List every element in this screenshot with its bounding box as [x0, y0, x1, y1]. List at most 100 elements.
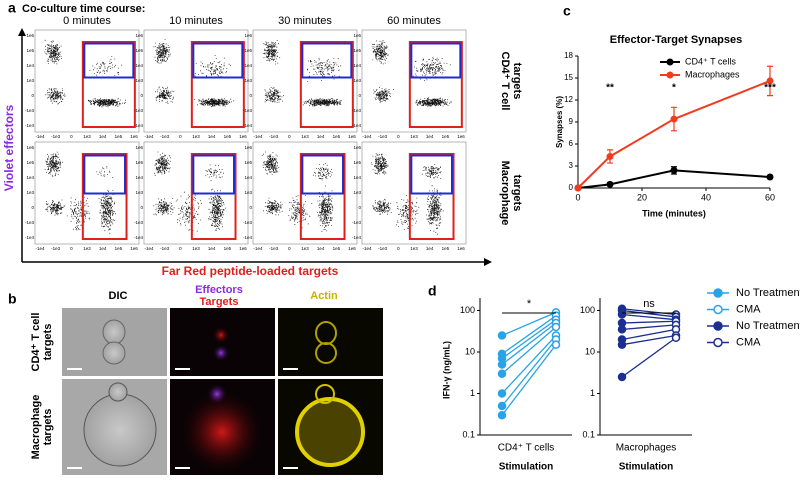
micrograph-row	[62, 379, 383, 475]
x-tick-label: 60	[765, 192, 775, 202]
y-tick-label: -1e3	[134, 108, 144, 113]
row-label: Macrophage	[30, 395, 42, 460]
x-tick-label: 1e4	[208, 134, 216, 139]
y-tick-label: -1e3	[243, 220, 253, 225]
x-tick-label: 1e5	[333, 134, 341, 139]
x-tick-label: -1e3	[51, 246, 61, 251]
x-tick-label: -1e4	[144, 246, 154, 251]
x-tick-label: 1e6	[348, 246, 356, 251]
gate-targets	[408, 41, 463, 128]
legend-marker	[666, 71, 674, 79]
data-point	[766, 77, 774, 85]
plot-frame	[143, 29, 249, 133]
x-tick-label: -1e3	[160, 134, 170, 139]
y-tick-label: -1e3	[352, 220, 362, 225]
x-tick-label: 1e3	[410, 246, 418, 251]
x-tick-label: 0	[179, 246, 182, 251]
column-header: 0 minutes	[63, 15, 111, 27]
y-tick-label: -1e3	[25, 108, 35, 113]
data-point	[497, 401, 507, 411]
gate-synapses	[83, 42, 135, 79]
x-tick-label: -1e3	[269, 134, 279, 139]
chart-title: Effector-Target Synapses	[610, 34, 742, 46]
row-label: CD4⁺ T cell	[499, 52, 511, 111]
y-tick-label: 1e5	[135, 48, 143, 53]
y-tick-label: 9	[569, 117, 574, 126]
series-line	[577, 80, 771, 189]
data-point	[497, 360, 507, 369]
y-tick-label: 1e4	[135, 63, 143, 68]
x-tick-label: -1e3	[51, 134, 61, 139]
data-point	[671, 333, 681, 343]
x-tick-label: 1e3	[301, 134, 309, 139]
y-tick-label: 10	[585, 346, 595, 356]
y-tick-label: 1e5	[135, 160, 143, 165]
scale-bars	[67, 368, 298, 469]
data-point	[497, 389, 507, 398]
row-label: targets	[511, 63, 523, 100]
x-tick-label: 0	[397, 134, 400, 139]
data-point	[670, 166, 678, 174]
cytometry-dots	[44, 151, 116, 234]
y-tick-label: 0	[569, 183, 574, 192]
y-tick-label: 1e6	[135, 33, 143, 38]
gate-targets	[81, 41, 136, 128]
y-tick-label: 1e4	[244, 63, 252, 68]
y-tick-label: 0.1	[582, 429, 595, 439]
x-tick-label: 0	[179, 134, 182, 139]
x-tick-label: 1e3	[83, 134, 91, 139]
pair-line	[501, 315, 557, 355]
data-point	[617, 340, 627, 349]
legend-label: CD4⁺ T cells	[685, 56, 736, 66]
data-point	[551, 340, 561, 349]
gate-synapses	[192, 154, 236, 195]
x-tick-label: -1e4	[362, 246, 372, 251]
data-point	[617, 372, 627, 382]
y-tick-label: 0	[249, 205, 252, 210]
significance: **	[606, 83, 614, 94]
x-tick-label: 1e4	[99, 134, 107, 139]
x-tick-label: -1e4	[144, 134, 154, 139]
x-tick-label: 1e5	[442, 246, 450, 251]
gate-targets	[299, 153, 346, 240]
pair-line	[501, 339, 557, 407]
y-tick-label: 1e6	[353, 33, 361, 38]
gate-synapses	[410, 42, 462, 79]
data-point	[606, 152, 614, 160]
cytometry-dots	[261, 151, 334, 232]
gate-targets	[81, 153, 128, 240]
gate-targets	[299, 41, 354, 128]
y-tick-label: 1e3	[26, 190, 34, 195]
x-tick-label: 0	[397, 246, 400, 251]
panel-letter: d	[428, 283, 437, 299]
category-label: Macrophages	[616, 443, 677, 454]
column-header: 10 minutes	[169, 15, 223, 27]
row-label: targets	[42, 409, 54, 446]
y-tick-label: 1e3	[244, 78, 252, 83]
y-tick-label: -1e3	[352, 108, 362, 113]
y-tick-label: -1e4	[243, 235, 253, 240]
y-tick-label: 1e4	[353, 175, 361, 180]
column-header: Targets	[200, 296, 239, 308]
cytometry-dots	[153, 39, 235, 108]
category-label: CD4⁺ T cells	[498, 443, 555, 454]
row-label: CD4⁺ T cell	[30, 313, 42, 372]
y-tick-label: 1e3	[244, 190, 252, 195]
y-tick-label: 1e4	[135, 175, 143, 180]
pair-line	[501, 344, 557, 416]
x-tick-label: 1e4	[317, 246, 325, 251]
x-tick-label: 1e6	[457, 134, 465, 139]
column-header: Effectors	[195, 284, 243, 296]
pair-line	[621, 334, 677, 346]
y-tick-label: 1e3	[135, 78, 143, 83]
y-axis-label: IFN-γ (ng/mL)	[441, 341, 451, 399]
y-tick-label: 1e5	[244, 48, 252, 53]
y-tick-label: 1e6	[135, 145, 143, 150]
y-tick-label: 1e3	[26, 78, 34, 83]
data-point	[617, 310, 627, 319]
y-tick-label: 1e5	[353, 48, 361, 53]
pair-line	[621, 320, 677, 324]
pair-line	[621, 337, 677, 378]
x-tick-label: -1e4	[253, 246, 263, 251]
